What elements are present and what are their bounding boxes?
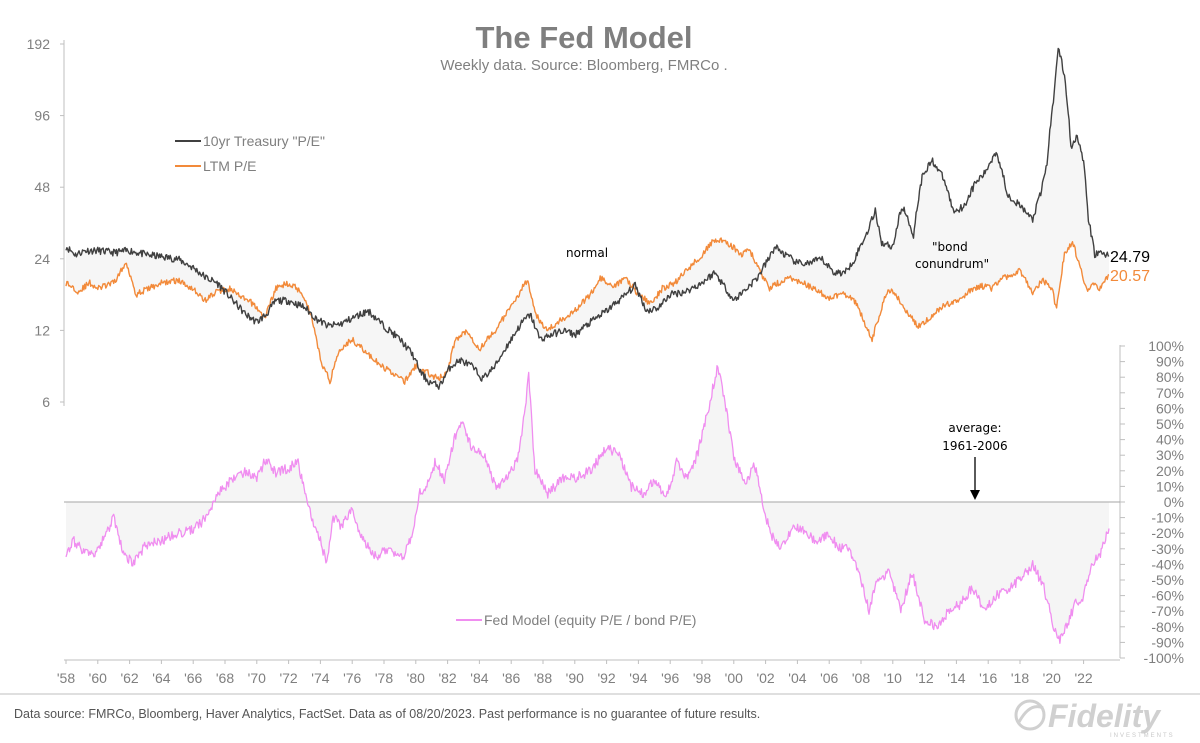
x-tick-label: '74 (311, 670, 329, 686)
right-tick-label: -50% (1151, 572, 1184, 588)
x-tick-label: '90 (566, 670, 584, 686)
x-tick-label: '84 (470, 670, 488, 686)
right-tick-label: 20% (1156, 463, 1184, 479)
x-tick-label: '78 (375, 670, 393, 686)
chart-title: The Fed Model (476, 20, 693, 55)
x-tick-label: '92 (597, 670, 615, 686)
left-axis-ticks: 192 96 48 24 12 6 (27, 36, 64, 410)
x-tick-label: '22 (1074, 670, 1092, 686)
chart-subtitle: Weekly data. Source: Bloomberg, FMRCo . (440, 57, 727, 74)
left-tick-label: 48 (34, 179, 50, 195)
legend-label-ltm: LTM P/E (203, 158, 256, 174)
right-tick-label: -10% (1151, 510, 1184, 526)
fidelity-logo-swoosh (1017, 705, 1044, 723)
x-tick-label: '64 (152, 670, 170, 686)
x-tick-label: '10 (884, 670, 902, 686)
right-axis-ticks: 100%90%80%70%60%50%40%30%20%10%0%-10%-20… (1120, 338, 1184, 666)
x-tick-label: '66 (184, 670, 202, 686)
x-tick-label: '06 (820, 670, 838, 686)
right-tick-label: 80% (1156, 369, 1184, 385)
legend-label-treasury: 10yr Treasury "P/E" (203, 133, 325, 149)
x-tick-label: '96 (661, 670, 679, 686)
fed-model-fill (66, 365, 1109, 644)
x-tick-label: '02 (756, 670, 774, 686)
x-tick-label: '72 (279, 670, 297, 686)
x-tick-label: '04 (788, 670, 806, 686)
left-tick-label: 24 (34, 251, 50, 267)
legend-label-fed: Fed Model (equity P/E / bond P/E) (484, 612, 696, 628)
right-tick-label: 60% (1156, 400, 1184, 416)
right-tick-label: -20% (1151, 525, 1184, 541)
x-tick-label: '80 (407, 670, 425, 686)
x-tick-label: '58 (57, 670, 75, 686)
pe-spread-fill (66, 48, 1109, 390)
series-line-treasury-pe (65, 47, 1110, 390)
right-tick-label: 100% (1148, 338, 1184, 354)
end-label-ltm: 20.57 (1110, 268, 1150, 285)
x-tick-label: '68 (216, 670, 234, 686)
right-tick-label: 40% (1156, 432, 1184, 448)
x-tick-label: '14 (947, 670, 965, 686)
right-tick-label: 30% (1156, 447, 1184, 463)
x-tick-label: '88 (534, 670, 552, 686)
fidelity-logo-mark (1014, 699, 1046, 731)
x-tick-label: '16 (979, 670, 997, 686)
right-tick-label: -80% (1151, 619, 1184, 635)
fidelity-logo-text: Fidelity (1048, 698, 1162, 734)
left-tick-label: 96 (34, 108, 50, 124)
x-tick-label: '08 (852, 670, 870, 686)
right-tick-label: 0% (1164, 494, 1184, 510)
right-tick-label: -100% (1144, 650, 1184, 666)
right-tick-label: -30% (1151, 541, 1184, 557)
annotation-average-2: 1961-2006 (942, 439, 1007, 453)
x-tick-label: '20 (1043, 670, 1061, 686)
x-tick-label: '00 (725, 670, 743, 686)
annotation-bond-conundrum-1: "bond (932, 240, 968, 254)
end-label-treasury: 24.79 (1110, 249, 1150, 266)
x-tick-label: '12 (915, 670, 933, 686)
right-tick-label: -90% (1151, 634, 1184, 650)
left-tick-label: 12 (34, 322, 50, 338)
x-tick-label: '94 (629, 670, 647, 686)
x-tick-label: '76 (343, 670, 361, 686)
x-axis-ticks: '58 '60 '62 '64 '66 '68 '70 '72 '74 '76 '78 '80 '82 '… (57, 660, 1093, 686)
x-tick-label: '86 (502, 670, 520, 686)
right-tick-label: -40% (1151, 556, 1184, 572)
series-line-ltm-pe (65, 237, 1110, 385)
x-tick-label: '82 (438, 670, 456, 686)
annotation-normal: normal (566, 246, 608, 260)
right-tick-label: 10% (1156, 478, 1184, 494)
annotation-average-1: average: (948, 421, 1001, 435)
left-tick-label: 6 (42, 394, 50, 410)
x-tick-label: '60 (89, 670, 107, 686)
x-tick-label: '98 (693, 670, 711, 686)
annotation-bond-conundrum-2: conundrum" (915, 257, 989, 271)
footer-disclaimer: Data source: FMRCo, Bloomberg, Haver Ana… (14, 707, 760, 721)
right-tick-label: 90% (1156, 354, 1184, 370)
right-tick-label: 70% (1156, 385, 1184, 401)
right-tick-label: -70% (1151, 603, 1184, 619)
annotation-average-arrowhead (970, 490, 980, 500)
right-tick-label: 50% (1156, 416, 1184, 432)
fidelity-logo: Fidelity INVESTMENTS (1014, 698, 1175, 739)
right-tick-label: -60% (1151, 588, 1184, 604)
fidelity-logo-subtext: INVESTMENTS (1110, 733, 1175, 739)
x-tick-label: '18 (1011, 670, 1029, 686)
series-line-fed-model (65, 365, 1110, 644)
x-tick-label: '70 (248, 670, 266, 686)
left-tick-label: 192 (27, 36, 51, 52)
x-tick-label: '62 (120, 670, 138, 686)
